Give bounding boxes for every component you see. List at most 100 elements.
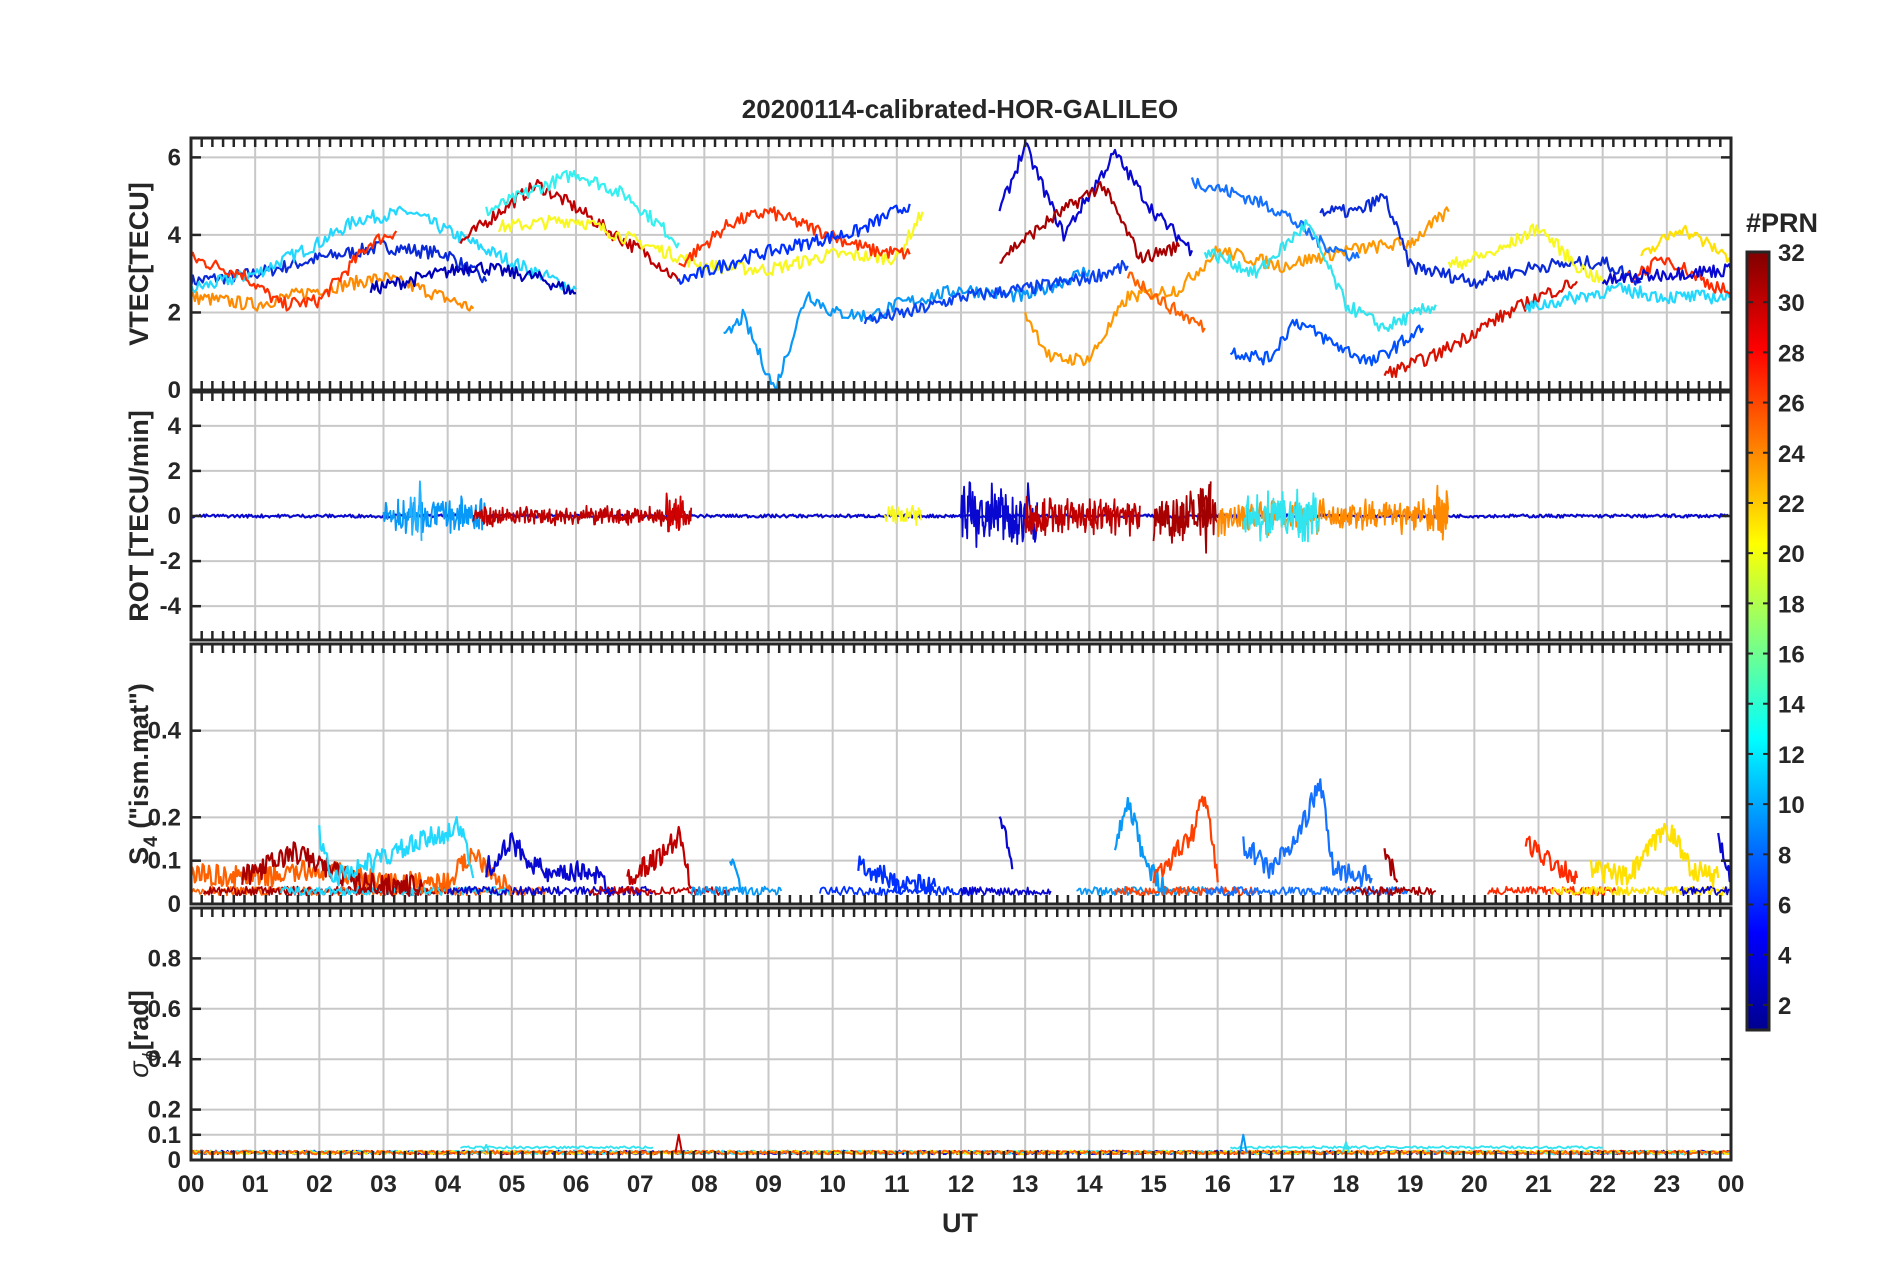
y-tick-label: -4 <box>160 593 182 620</box>
x-tick-label: 02 <box>306 1171 333 1198</box>
floor-line <box>960 886 1052 897</box>
series-line-14 <box>1024 206 1450 367</box>
series-line-11 <box>1383 848 1399 883</box>
colorbar-tick-label: 32 <box>1778 240 1805 267</box>
series-line-6 <box>497 211 924 277</box>
y-tick-label: 0.1 <box>148 1122 181 1149</box>
series-line-22 <box>1524 282 1731 313</box>
series-line-20 <box>1383 279 1578 378</box>
colorbar-tick-label: 18 <box>1778 591 1805 618</box>
y-tick-label: 0.1 <box>148 848 181 875</box>
burst-line-8 <box>1197 481 1212 554</box>
colorbar-tick-label: 26 <box>1778 391 1805 418</box>
x-tick-label: 11 <box>884 1171 909 1198</box>
minor-ticks <box>189 138 1722 390</box>
series-line-25 <box>1601 263 1731 286</box>
y-tick-label: 4 <box>168 222 182 249</box>
x-tick-label: 19 <box>1397 1171 1424 1198</box>
y-tick-label: 0 <box>168 891 181 918</box>
grid <box>191 138 1731 391</box>
y-tick-label: 0.2 <box>148 1097 181 1124</box>
colorbar-tick-label: 22 <box>1778 491 1805 518</box>
series-line-17 <box>1203 219 1437 332</box>
y-tick-label: -2 <box>160 548 181 575</box>
series-line-12 <box>998 141 1194 257</box>
y-tick-label: 2 <box>168 299 181 326</box>
x-tick-label: 06 <box>563 1171 590 1198</box>
colorbar-tick-label: 6 <box>1778 893 1791 920</box>
x-tick-label: 13 <box>1012 1171 1039 1198</box>
x-tick-label: 04 <box>434 1171 461 1198</box>
x-tick-label: 21 <box>1525 1171 1552 1198</box>
floor-line <box>1114 885 1257 897</box>
x-tick-label: 00 <box>178 1171 205 1198</box>
x-tick-label: 03 <box>370 1171 397 1198</box>
x-tick-label: 20 <box>1461 1171 1488 1198</box>
burst-line-6 <box>1024 495 1141 537</box>
x-tick-label: 22 <box>1589 1171 1616 1198</box>
series-line-5 <box>728 858 744 893</box>
y-tick-label: 0.2 <box>148 804 181 831</box>
series-line-16 <box>1190 177 1360 262</box>
series-line-4 <box>626 825 693 889</box>
y-tick-label: 0 <box>168 377 181 404</box>
burst-line-10 <box>1242 488 1321 543</box>
series-line-24 <box>1640 224 1731 263</box>
colorbar-tick-label: 8 <box>1778 842 1791 869</box>
series-line-11 <box>863 259 1129 325</box>
y-tick-label: 0.6 <box>148 996 181 1023</box>
y-tick-label: 0.4 <box>148 718 182 745</box>
colorbar-tick-label: 10 <box>1778 792 1805 819</box>
series-line-3 <box>191 230 398 312</box>
colorbar-tick-label: 16 <box>1778 642 1805 669</box>
x-tick-label: 14 <box>1076 1171 1103 1198</box>
burst-line-4 <box>883 505 923 526</box>
grid <box>191 908 1731 1161</box>
y-tick-labels: 0 2 4 6 <box>168 144 182 404</box>
y-tick-labels: -4 -2 0 2 4 <box>160 413 182 620</box>
panel-s4: 0 0.1 0.2 0.4S4 ("ism.mat") <box>124 642 1733 918</box>
burst-line-3 <box>664 492 686 533</box>
series-line-1 <box>241 841 424 897</box>
colorbar-tick-label: 28 <box>1778 340 1805 367</box>
y-tick-label: 2 <box>168 458 181 485</box>
x-tick-label: 07 <box>627 1171 654 1198</box>
x-tick-label: 17 <box>1268 1171 1295 1198</box>
x-tick-label: 08 <box>691 1171 718 1198</box>
x-tick-labels: 00 01 02 03 04 05 06 07 08 09 10 11 12 13 14 15 16 17 18 19… <box>178 1171 1745 1198</box>
x-tick-label: 18 <box>1333 1171 1360 1198</box>
colorbar-tick-label: 20 <box>1778 541 1805 568</box>
series-line-18 <box>1319 193 1642 289</box>
y-axis-label: VTEC[TECU] <box>124 182 154 346</box>
x-tick-label: 15 <box>1140 1171 1167 1198</box>
colorbar-gradient <box>1745 250 1771 1032</box>
x-tick-label: 01 <box>242 1171 269 1198</box>
spike-0 <box>674 1133 683 1153</box>
colorbar-tick-label: 12 <box>1778 742 1805 769</box>
y-axis-label: ROT [TECU/min] <box>124 410 154 621</box>
x-tick-label: 23 <box>1653 1171 1680 1198</box>
series-line-13 <box>999 181 1181 264</box>
spike-1 <box>482 1143 491 1153</box>
x-tick-label: 10 <box>819 1171 846 1198</box>
colorbar-tick-label: 30 <box>1778 290 1805 317</box>
burst-line-2 <box>472 504 693 528</box>
x-tick-label: 16 <box>1204 1171 1231 1198</box>
spike-3 <box>1341 1141 1351 1153</box>
series-line-7 <box>369 261 577 295</box>
series-line-15 <box>1126 271 1206 333</box>
colorbar-tick-label: 4 <box>1778 943 1792 970</box>
x-tick-label: 12 <box>948 1171 975 1198</box>
series-line-9 <box>677 203 911 285</box>
series-line-6 <box>857 855 937 896</box>
data <box>191 480 1731 554</box>
floor-line <box>818 885 975 897</box>
colorbar-tick-label: 2 <box>1778 993 1791 1020</box>
y-tick-labels: 0 0.1 0.2 0.4 <box>148 718 182 918</box>
series-line-14 <box>1717 832 1731 883</box>
burst-line-0 <box>382 495 487 535</box>
series-line-8 <box>1113 796 1168 896</box>
x-tick-label: 09 <box>755 1171 782 1198</box>
